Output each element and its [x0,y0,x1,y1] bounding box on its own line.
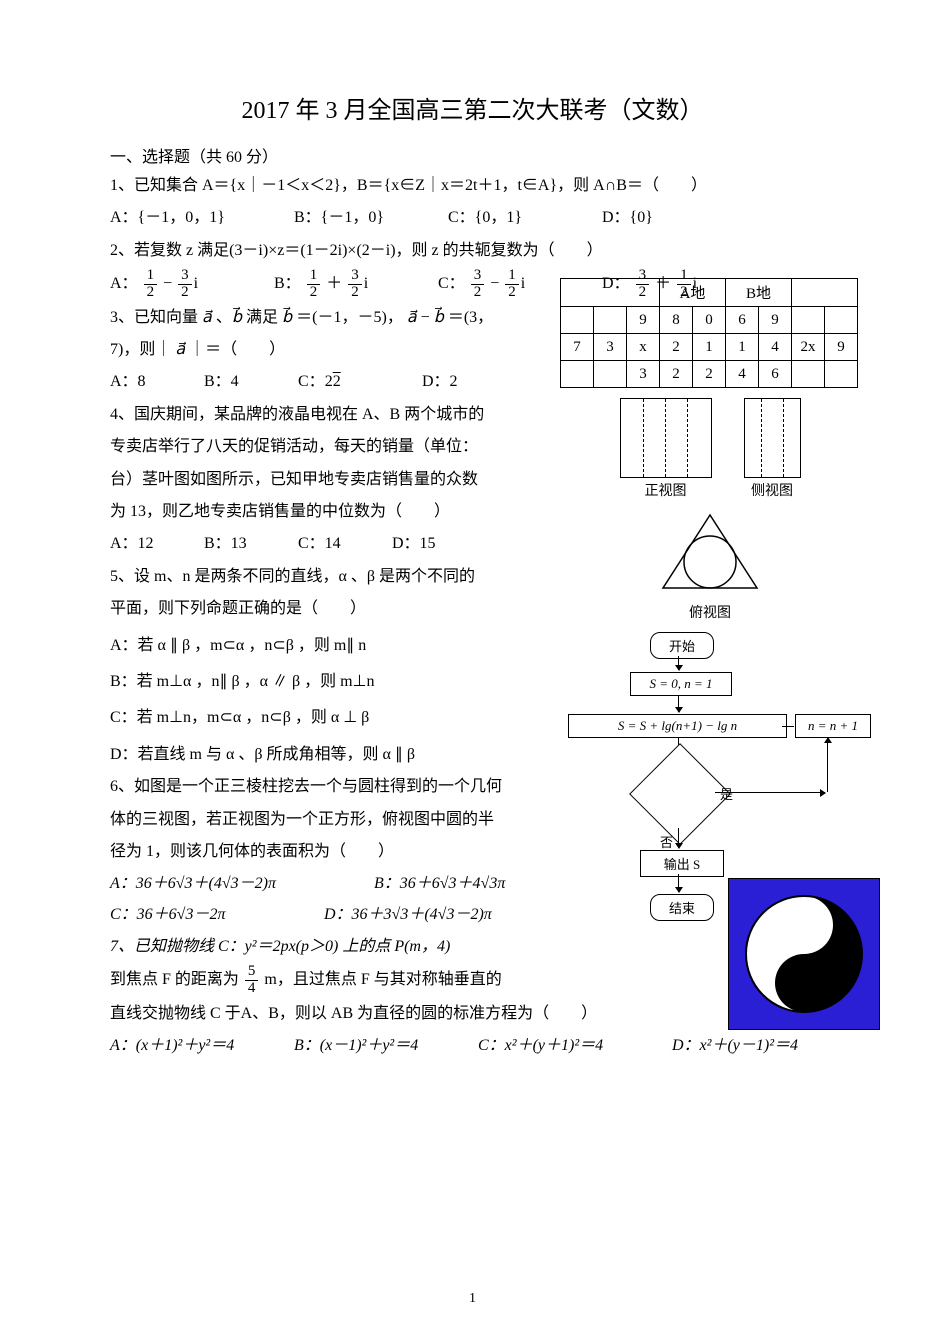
table-row: 98069 [561,307,858,334]
table-row: 32246 [561,361,858,388]
q1-opt-b: B：{－1，0} [294,203,444,233]
front-view-label: 正视图 [606,480,726,500]
q5-opt-d: D：若直线 m 与 α 、β 所成角相等，则 α ∥ β [110,740,550,770]
q4-options: A：12 B：13 C：14 D：15 [110,529,550,559]
flow-init: S = 0, n = 1 [630,672,732,696]
left-column: 3、已知向量 a⃗ 、b⃗ 满足 b⃗ ＝(－1，－5)， a⃗ − b⃗ ＝(… [110,303,550,997]
q4-opt-b: B：13 [204,529,294,559]
top-view-label: 俯视图 [560,602,860,622]
q7-options: A：(x＋1)²＋y²＝4 B：(x－1)²＋y²＝4 C：x²＋(y＋1)²＝… [110,1031,835,1061]
q6-options-1: A：36＋6√3＋(4√3－2)π B：36＋6√3＋4√3π [110,869,550,899]
q1-opt-a: A：{－1，0，1} [110,203,290,233]
q3-line1: 3、已知向量 a⃗ 、b⃗ 满足 b⃗ ＝(－1，－5)， a⃗ − b⃗ ＝(… [110,303,550,333]
table-header: A地 B地 [561,279,858,307]
q6-opt-d: D：36＋3√3＋(4√3－2)π [324,900,492,930]
q3-options: A：8 B：4 C：22 D：2 [110,367,550,397]
side-view-box [744,398,801,478]
figures-column: A地 B地 98069 73x21142x9 32246 正视图 [560,278,860,942]
flow-no: 否 [660,832,673,851]
exam-page: 2017 年 3 月全国高三第二次大联考（文数） 一、选择题（共 60 分） 1… [0,0,945,1337]
q7-l2: 到焦点 F 的距离为 54 m，且过焦点 F 与其对称轴垂直的 [110,964,550,997]
q6-l2: 体的三视图，若正视图为一个正方形，俯视图中圆的半 [110,805,550,835]
top-view: 俯视图 [560,510,860,622]
q5-opt-b: B：若 m⊥α ，n∥ β ，α ∥ β ，则 m⊥n [110,667,550,697]
q4-l1: 4、国庆期间，某品牌的液晶电视在 A、B 两个城市的 [110,400,550,430]
q7-opt-b: B：(x－1)²＋y²＝4 [294,1031,474,1061]
page-number: 1 [0,1291,945,1307]
q4-opt-d: D：15 [392,529,436,559]
q7-opt-c: C：x²＋(y＋1)²＝4 [478,1031,668,1061]
q6-opt-c: C：36＋6√3－2π [110,900,320,930]
q5-opt-c: C：若 m⊥n，m⊂α ，n⊂β ，则 α ⊥ β [110,703,550,733]
side-view-label: 侧视图 [730,480,815,500]
q7-opt-d: D：x²＋(y－1)²＝4 [672,1031,798,1061]
q4-l2: 专卖店举行了八天的促销活动，每天的销量（单位： [110,432,550,462]
flow-yes: 是 [720,784,733,803]
flow-inc: n = n + 1 [795,714,871,738]
q5-opt-a: A：若 α ∥ β ，m⊂α ，n⊂β ，则 m∥ n [110,631,550,661]
q1-opt-d: D：{0} [602,203,653,233]
q4-opt-c: C：14 [298,529,388,559]
page-title: 2017 年 3 月全国高三第二次大联考（文数） [110,90,835,125]
q7-opt-a: A：(x＋1)²＋y²＝4 [110,1031,290,1061]
q6-options-2: C：36＋6√3－2π D：36＋3√3＋(4√3－2)π [110,900,550,930]
flow-yes-arrow [715,792,825,793]
q1-opt-c: C：{0，1} [448,203,598,233]
top-view-svg [655,510,765,595]
q2-opt-a: A： 12 − 32i [110,268,270,301]
q2-stem: 2、若复数 z 满足(3－i)×z＝(1－2i)×(2－i)，则 z 的共轭复数… [110,236,835,266]
q4-l3: 台）茎叶图如图所示，已知甲地专卖店销售量的众数 [110,465,550,495]
q6-l3: 径为 1，则该几何体的表面积为（ ） [110,837,550,867]
q3-opt-d: D：2 [422,367,458,397]
front-view-box [620,398,712,478]
q7-l3: 直线交抛物线 C 于A、B，则以 AB 为直径的圆的标准方程为（ ） [110,999,835,1029]
flow-end: 结束 [650,894,714,921]
flow-start: 开始 [650,632,714,659]
flow-output: 输出 S [640,850,724,877]
q6-opt-b: B：36＋6√3＋4√3π [374,869,505,899]
q4-opt-a: A：12 [110,529,200,559]
three-views: 正视图 侧视图 [560,398,860,500]
table-row: 73x21142x9 [561,334,858,361]
stem-leaf-table: A地 B地 98069 73x21142x9 32246 [560,278,858,388]
q6-l1: 6、如图是一个正三棱柱挖去一个与圆柱得到的一个几何 [110,772,550,802]
q3-line2: 7)，则｜ a⃗ ｜＝（ ） [110,335,550,365]
yinyang-figure [728,878,880,1030]
section-heading: 一、选择题（共 60 分） [110,143,835,167]
q5-l2: 平面，则下列命题正确的是（ ） [110,594,550,624]
q1-stem: 1、已知集合 A＝{x｜－1＜x＜2}，B＝{x∈Z｜x＝2t＋1，t∈A}，则… [110,171,835,201]
q5-l1: 5、设 m、n 是两条不同的直线，α 、β 是两个不同的 [110,562,550,592]
q6-opt-a: A：36＋6√3＋(4√3－2)π [110,869,370,899]
q2-opt-b: B： 12 ＋ 32i [274,268,434,301]
flow-loop: S = S + lg(n+1) − lg n [568,714,787,738]
q1-options: A：{－1，0，1} B：{－1，0} C：{0，1} D：{0} [110,203,835,233]
q3-opt-a: A：8 [110,367,200,397]
flow-decision [629,743,731,845]
q3-opt-b: B：4 [204,367,294,397]
q3-opt-c: C：22 [298,367,418,397]
q7-l1: 7、已知抛物线 C：y²＝2px(p＞0) 上的点 P(m，4) [110,932,550,962]
q4-l4: 为 13，则乙地专卖店销售量的中位数为（ ） [110,497,550,527]
